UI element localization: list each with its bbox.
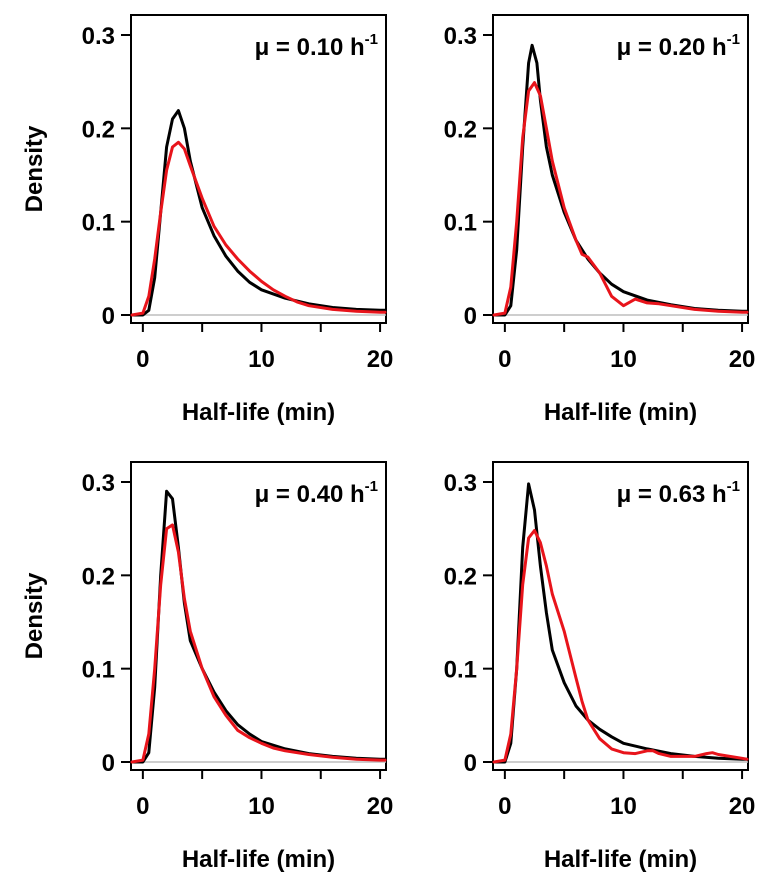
y-tick-label: 0.3 — [444, 23, 477, 50]
y-tick-label: 0.1 — [444, 210, 477, 237]
x-tick-label: 0 — [136, 346, 149, 373]
annotation-main: μ = 0.40 h — [255, 481, 365, 508]
y-tick-label: 0.2 — [444, 563, 477, 590]
x-tick-label: 20 — [367, 346, 394, 373]
x-tick-label: 20 — [729, 346, 756, 373]
x-axis-label: Half-life (min) — [182, 399, 335, 426]
growth-rate-annotation: μ = 0.10 h-1 — [255, 31, 378, 61]
annotation-superscript: -1 — [727, 478, 740, 495]
black-density-curve — [492, 482, 749, 764]
y-tick-label: 0 — [464, 303, 477, 330]
y-tick-label: 0.2 — [444, 116, 477, 143]
red-density-curve — [492, 81, 749, 317]
growth-rate-annotation: μ = 0.20 h-1 — [617, 31, 740, 61]
y-axis-label: Density — [21, 125, 48, 212]
y-tick-label: 0.1 — [82, 657, 115, 684]
growth-rate-annotation: μ = 0.40 h-1 — [255, 478, 378, 508]
plot-frame — [130, 461, 387, 771]
x-tick-label: 0 — [136, 793, 149, 820]
red-density-curve — [492, 529, 749, 764]
x-tick-label: 10 — [610, 793, 637, 820]
x-tick-label: 10 — [248, 346, 275, 373]
x-tick-label: 10 — [248, 793, 275, 820]
y-tick-label: 0.1 — [82, 210, 115, 237]
x-tick-label: 0 — [498, 793, 511, 820]
annotation-superscript: -1 — [727, 31, 740, 48]
density-panel-4: 0 0.1 0.2 0.3 0 10 20 Half-life (min) μ = 0.63 h… — [444, 461, 756, 873]
y-tick-label: 0 — [464, 750, 477, 777]
y-tick-label: 0.3 — [82, 470, 115, 497]
y-tick-label: 0.3 — [444, 470, 477, 497]
x-axis-label: Half-life (min) — [182, 846, 335, 873]
black-density-curve — [130, 109, 387, 317]
annotation-main: μ = 0.63 h — [617, 481, 727, 508]
y-tick-label: 0.3 — [82, 23, 115, 50]
x-tick-label: 0 — [498, 346, 511, 373]
red-density-curve — [130, 140, 387, 317]
y-axis-label: Density — [21, 572, 48, 659]
y-tick-label: 0.2 — [82, 563, 115, 590]
red-density-curve — [130, 523, 387, 764]
plot-frame — [492, 461, 749, 771]
x-tick-label: 20 — [367, 793, 394, 820]
y-tick-label: 0 — [102, 303, 115, 330]
x-tick-label: 20 — [729, 793, 756, 820]
plot-frame — [492, 14, 749, 324]
annotation-main: μ = 0.20 h — [617, 34, 727, 61]
y-tick-label: 0.2 — [82, 116, 115, 143]
annotation-main: μ = 0.10 h — [255, 34, 365, 61]
black-density-curve — [130, 489, 387, 764]
y-tick-label: 0 — [102, 750, 115, 777]
y-tick-label: 0.1 — [444, 657, 477, 684]
density-panel-3: 0 0.1 0.2 0.3 0 10 20 Half-life (min) Density μ =… — [21, 461, 394, 873]
growth-rate-annotation: μ = 0.63 h-1 — [617, 478, 740, 508]
annotation-superscript: -1 — [365, 31, 378, 48]
x-axis-label: Half-life (min) — [544, 399, 697, 426]
density-panel-2: 0 0.1 0.2 0.3 0 10 20 Half-life (min) μ = 0.20 h… — [444, 14, 756, 426]
x-axis-label: Half-life (min) — [544, 846, 697, 873]
annotation-superscript: -1 — [365, 478, 378, 495]
plot-frame — [130, 14, 387, 324]
density-panel-1: 0 0.1 0.2 0.3 0 10 20 Half-life (min) Density μ =… — [21, 14, 394, 426]
x-tick-label: 10 — [610, 346, 637, 373]
